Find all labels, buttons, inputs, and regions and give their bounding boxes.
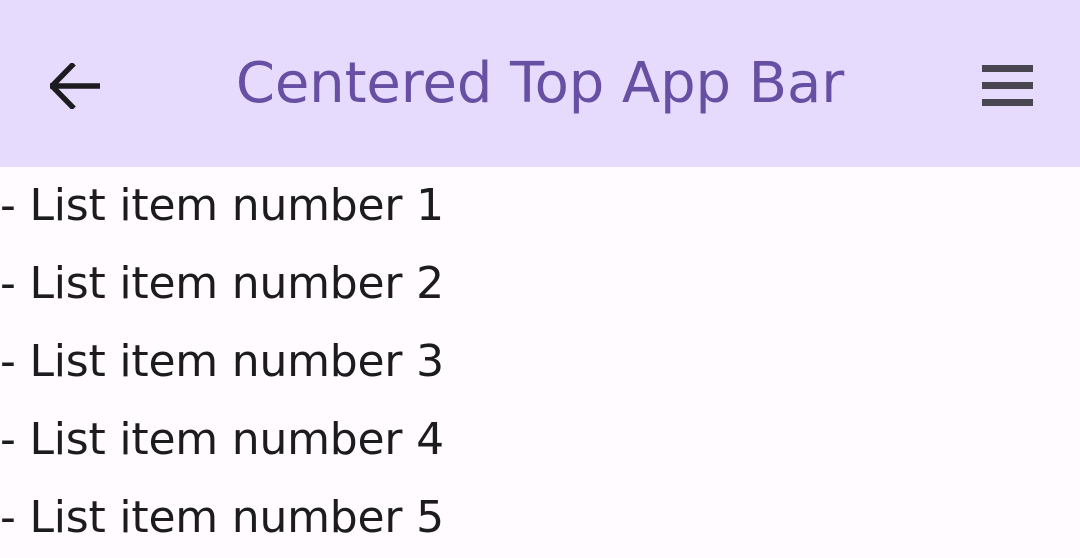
list-item[interactable]: - List item number 5 xyxy=(0,492,444,543)
hamburger-bar-top xyxy=(981,65,1033,72)
list-item[interactable]: - List item number 2 xyxy=(0,258,444,309)
app-bar-title: Centered Top App Bar xyxy=(0,0,1080,167)
arrow-back-icon xyxy=(50,63,100,109)
hamburger-menu-icon xyxy=(981,65,1033,106)
hamburger-bar-bottom xyxy=(981,99,1033,106)
list-item[interactable]: - List item number 4 xyxy=(0,414,444,465)
app-bar-title-text: Centered Top App Bar xyxy=(235,50,845,116)
content-area: - List item number 1 - List item number … xyxy=(0,167,1080,558)
list-item[interactable]: - List item number 1 xyxy=(0,180,444,231)
back-button[interactable] xyxy=(38,51,112,121)
hamburger-bar-middle xyxy=(981,82,1033,89)
menu-button[interactable] xyxy=(970,52,1044,118)
item-list: - List item number 1 - List item number … xyxy=(0,167,1080,557)
centered-top-app-bar: Centered Top App Bar xyxy=(0,0,1080,167)
list-item[interactable]: - List item number 3 xyxy=(0,336,444,387)
